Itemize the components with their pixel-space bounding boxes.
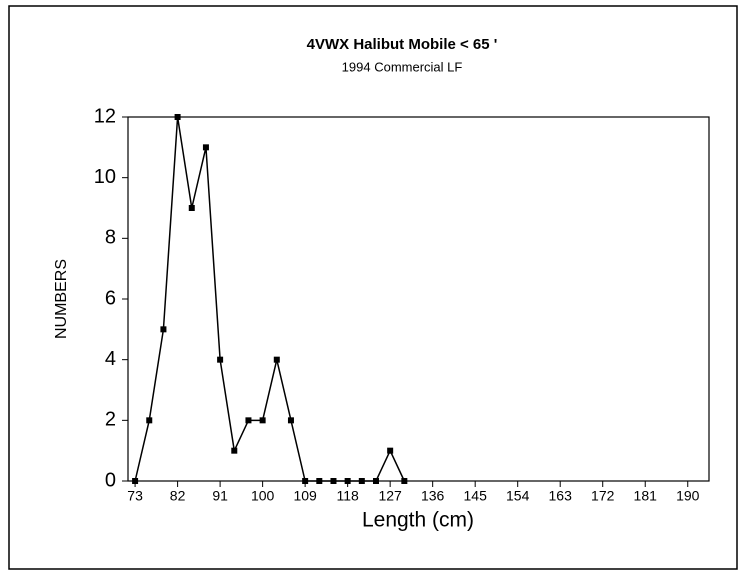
x-tick-label: 118 bbox=[336, 488, 359, 504]
x-tick-label: 136 bbox=[421, 488, 445, 504]
x-tick-label: 190 bbox=[676, 488, 700, 504]
x-tick-label: 109 bbox=[293, 488, 317, 504]
data-point bbox=[344, 478, 351, 484]
data-point bbox=[202, 144, 209, 151]
x-tick-label: 82 bbox=[170, 488, 186, 504]
x-tick-label: 100 bbox=[251, 488, 275, 504]
data-point bbox=[217, 356, 224, 363]
data-point bbox=[245, 417, 252, 424]
x-tick-label: 91 bbox=[212, 488, 228, 504]
chart-title: 4VWX Halibut Mobile < 65 ' bbox=[307, 36, 498, 53]
outer-frame bbox=[8, 5, 738, 570]
data-point bbox=[372, 478, 379, 484]
x-tick-label: 181 bbox=[634, 488, 658, 504]
y-axis-label: NUMBERS bbox=[53, 259, 70, 339]
plot-frame bbox=[127, 116, 710, 482]
data-point bbox=[302, 478, 309, 484]
chart-subtitle: 1994 Commercial LF bbox=[342, 59, 463, 74]
x-tick-label: 127 bbox=[378, 488, 402, 504]
x-tick-label: 154 bbox=[506, 488, 530, 504]
x-tick-label: 73 bbox=[127, 488, 143, 504]
data-line bbox=[134, 116, 406, 482]
data-point bbox=[174, 114, 181, 120]
data-point bbox=[132, 478, 139, 484]
data-point bbox=[146, 417, 153, 424]
data-point bbox=[287, 417, 294, 424]
data-point bbox=[330, 478, 337, 484]
data-point bbox=[401, 478, 408, 484]
y-tick-label: 2 bbox=[105, 409, 116, 431]
x-tick-label: 172 bbox=[591, 488, 615, 504]
data-point bbox=[387, 447, 394, 454]
data-point bbox=[231, 447, 238, 454]
data-point bbox=[316, 478, 323, 484]
x-tick-label: 163 bbox=[549, 488, 573, 504]
x-axis-label: Length (cm) bbox=[362, 509, 474, 532]
data-point bbox=[358, 478, 365, 484]
y-tick-label: 0 bbox=[105, 469, 116, 491]
data-point bbox=[160, 326, 167, 333]
y-tick-label: 10 bbox=[94, 166, 116, 188]
y-tick-label: 6 bbox=[105, 287, 116, 309]
y-tick-label: 4 bbox=[105, 348, 116, 370]
x-tick-label: 145 bbox=[464, 488, 488, 504]
data-point bbox=[273, 356, 280, 363]
y-tick-label: 8 bbox=[105, 227, 116, 249]
data-point bbox=[188, 205, 195, 211]
y-tick-label: 12 bbox=[94, 105, 116, 127]
data-point bbox=[259, 417, 266, 424]
